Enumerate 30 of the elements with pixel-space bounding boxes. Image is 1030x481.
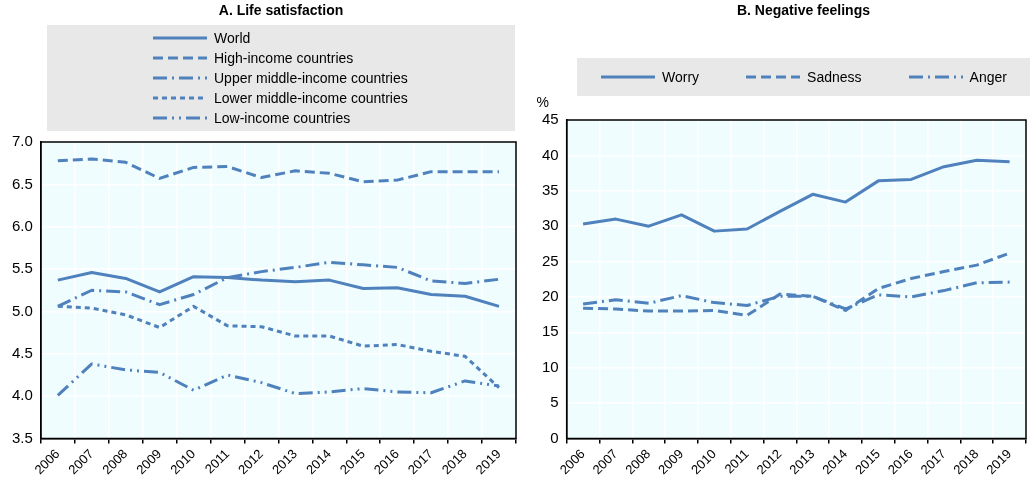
legend-label: Lower middle-income countries [214,90,408,106]
legend-label: Upper middle-income countries [214,70,408,86]
y-axis-title: % [536,93,549,110]
y-tick-label: 20 [542,287,559,305]
line-series [56,157,501,184]
legend-label: Worry [662,69,700,85]
y-tick-label: 45 [542,110,559,128]
y-tick-label: 5.0 [11,301,33,319]
chart-title: B. Negative feelings [735,2,871,18]
y-tick-label: 6.5 [11,174,33,192]
legend-label: Anger [969,69,1007,85]
chart-title: A. Life satisfaction [217,2,345,18]
y-tick-label: 5.5 [11,259,33,277]
y-tick-label: 5 [550,393,559,411]
legend-label: High-income countries [214,50,354,66]
y-tick-label: 4.0 [11,386,33,404]
legend-label: Sadness [807,69,862,85]
y-tick-label: 40 [542,145,559,163]
y-tick-label: 7.0 [11,132,33,150]
y-tick-label: 6.0 [11,216,33,234]
y-tick-label: 30 [542,216,559,234]
y-tick-label: 25 [542,251,559,269]
y-tick-label: 3.5 [11,428,33,446]
legend-label: World [214,30,251,46]
y-tick-label: 0 [550,428,559,446]
y-tick-label: 15 [542,322,559,340]
y-tick-label: 35 [542,180,559,198]
y-tick-label: 4.5 [11,343,33,361]
y-tick-label: 10 [542,357,559,375]
legend-label: Low-income countries [214,110,351,126]
